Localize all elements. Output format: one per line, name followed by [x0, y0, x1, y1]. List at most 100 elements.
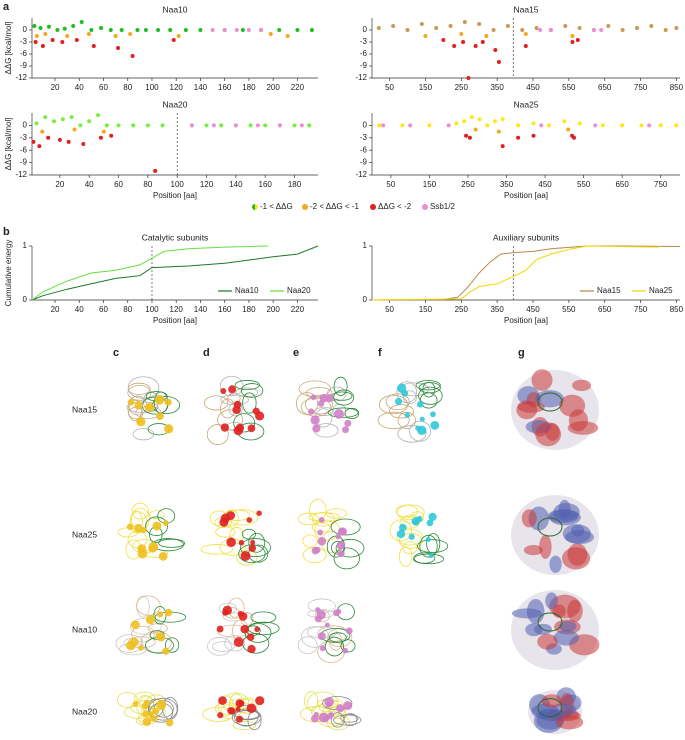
- point: [101, 129, 106, 134]
- highlight: [326, 713, 334, 720]
- y-tick-label: -9: [20, 158, 28, 167]
- point: [599, 28, 604, 32]
- surface-patch: [567, 421, 599, 435]
- surface-patch: [561, 547, 591, 570]
- highlight: [235, 699, 244, 708]
- highlight: [127, 398, 135, 406]
- highlight: [142, 710, 150, 718]
- point: [57, 137, 62, 142]
- x-tick-label: 160: [218, 305, 232, 314]
- point: [50, 38, 55, 42]
- x-tick-label: 120: [170, 83, 184, 92]
- point: [546, 123, 551, 128]
- surface-cartoon: [537, 392, 563, 412]
- point: [263, 123, 268, 128]
- legend-label: Ssb1/2: [430, 202, 455, 211]
- surface-patch: [523, 544, 543, 556]
- cartoon: [403, 390, 417, 405]
- cartoon: [419, 534, 438, 558]
- highlight: [222, 609, 229, 616]
- x-tick-label: 150: [423, 180, 437, 189]
- x-tick-label: 750: [654, 180, 668, 189]
- line: [31, 245, 269, 301]
- cartoon: [413, 553, 445, 565]
- cartoon: [344, 407, 360, 419]
- point: [575, 38, 580, 42]
- point: [663, 28, 668, 32]
- point: [423, 34, 428, 38]
- point: [204, 123, 209, 128]
- x-tick-label: 180: [242, 305, 256, 314]
- point: [189, 123, 194, 128]
- x-tick-label: 450: [538, 180, 552, 189]
- cartoon: [231, 708, 262, 726]
- point: [600, 123, 605, 128]
- legend-swatch: [302, 204, 308, 210]
- highlight: [325, 394, 334, 403]
- cartoon: [324, 636, 344, 657]
- x-tick-label: 140: [194, 83, 208, 92]
- cartoon: [329, 700, 346, 720]
- highlight: [343, 701, 353, 711]
- highlight: [313, 711, 319, 718]
- point: [484, 34, 489, 38]
- highlight: [419, 416, 425, 422]
- y-tick-label: -9: [20, 61, 28, 70]
- point: [86, 32, 91, 36]
- highlight: [152, 707, 160, 715]
- point: [198, 28, 203, 32]
- point: [473, 44, 478, 48]
- structure: [207, 597, 280, 656]
- x-tick-label: 160: [259, 180, 273, 189]
- point: [419, 22, 424, 26]
- surface: [511, 495, 599, 575]
- highlight: [310, 394, 317, 401]
- highlight: [336, 541, 346, 550]
- x-tick-label: 80: [143, 180, 152, 189]
- cartoon: [127, 376, 160, 399]
- cartoon: [309, 499, 327, 522]
- x-tick-label: 40: [75, 83, 84, 92]
- highlight: [247, 644, 256, 654]
- point: [466, 76, 471, 80]
- point: [570, 40, 575, 44]
- cartoon: [240, 538, 271, 558]
- point: [277, 28, 282, 32]
- highlight: [218, 696, 227, 705]
- highlight: [342, 647, 349, 654]
- cartoon: [131, 502, 149, 520]
- point: [109, 133, 114, 138]
- highlight: [126, 523, 134, 531]
- highlight: [335, 609, 342, 615]
- cartoon: [397, 425, 427, 443]
- point: [523, 32, 528, 36]
- surface: [511, 590, 600, 670]
- highlight: [145, 614, 156, 625]
- highlight: [141, 702, 149, 710]
- surface-patch: [516, 400, 538, 420]
- point: [538, 28, 543, 32]
- x-tick-label: 550: [562, 305, 576, 314]
- legend-label: Naa15: [597, 286, 621, 295]
- point: [505, 24, 510, 28]
- surface-patch: [545, 592, 558, 610]
- x-tick-label: 140: [194, 305, 208, 314]
- surface: [528, 687, 584, 734]
- highlight: [317, 536, 327, 546]
- cartoon: [311, 512, 335, 527]
- cartoon: [149, 510, 165, 520]
- highlight: [342, 426, 349, 434]
- cartoon: [203, 395, 229, 411]
- point: [79, 20, 84, 24]
- x-axis-label: Position [aa]: [153, 316, 197, 325]
- cartoon: [115, 634, 144, 653]
- cartoon: [215, 526, 236, 538]
- cartoon: [232, 720, 257, 730]
- cartoon: [248, 532, 266, 553]
- y-tick-label: -3: [360, 37, 368, 46]
- cartoon: [207, 637, 232, 656]
- point: [37, 144, 42, 149]
- point: [211, 123, 216, 128]
- point: [259, 28, 264, 32]
- point: [408, 123, 413, 128]
